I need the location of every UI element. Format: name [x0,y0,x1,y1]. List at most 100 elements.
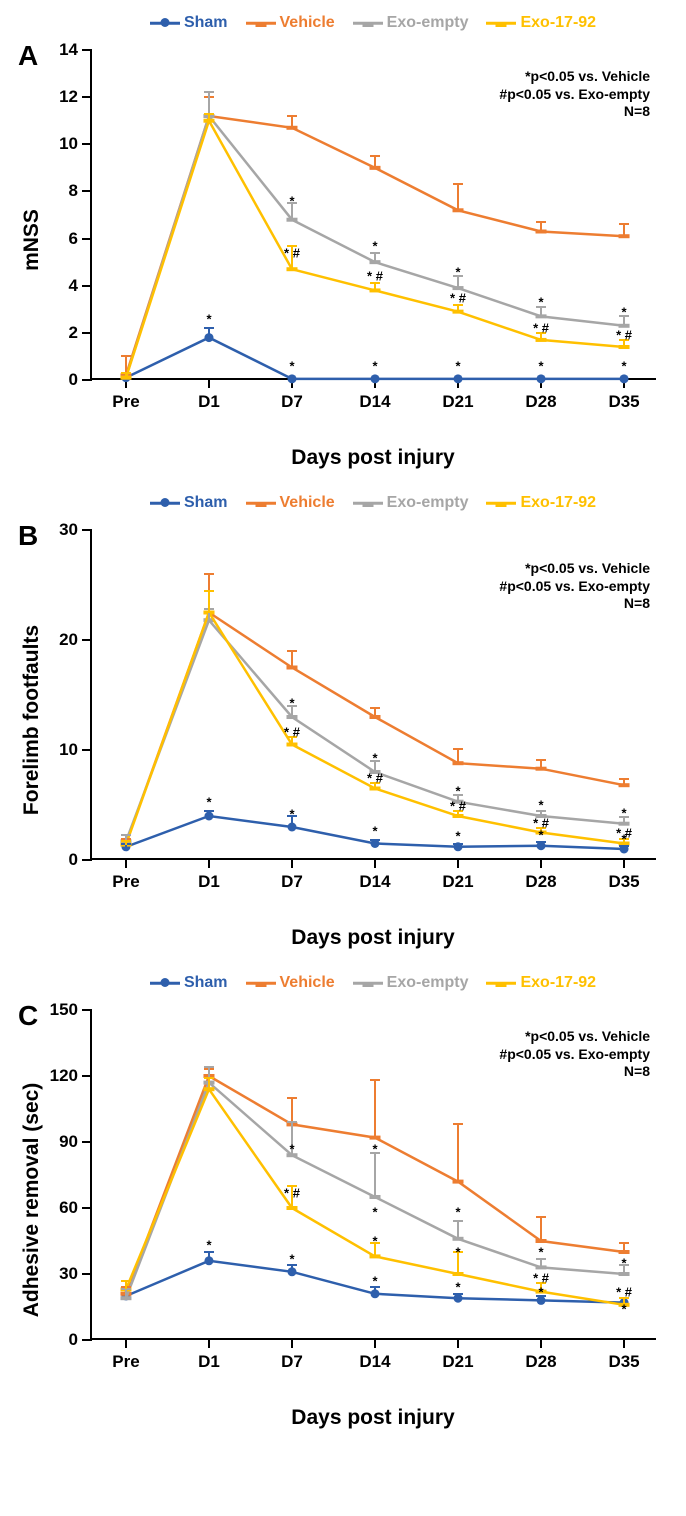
error-cap [204,590,214,592]
error-cap [370,1079,380,1081]
legend-item: Vehicle [246,494,335,512]
y-tick [82,49,92,51]
y-tick-label: 14 [59,40,78,60]
vehicle-legend-marker-icon [246,976,276,990]
error-cap [453,1220,463,1222]
x-tick-label: D21 [442,392,473,412]
error-cap [121,834,131,836]
y-tick-label: 6 [69,229,78,249]
x-tick-label: D14 [359,1352,390,1372]
y-tick [82,285,92,287]
significance-mark: * # [284,725,300,740]
error-bar [291,651,293,668]
legend-label: Vehicle [280,494,335,512]
empty-line [126,620,624,841]
y-tick [82,639,92,641]
significance-mark: * [622,832,627,847]
significance-mark: * [538,798,543,813]
significance-mark: * [206,1238,211,1253]
x-tick-label: D7 [281,392,303,412]
x-tick-label: D1 [198,872,220,892]
significance-mark: * [206,794,211,809]
significance-mark: * [455,783,460,798]
significance-mark: * [455,1280,460,1295]
x-tick-label: Pre [112,872,139,892]
chart-area: Forelimb footfaults0102030PreD1D7D14D21D… [10,520,676,920]
significance-mark: * # [284,245,300,260]
significance-mark: * [455,358,460,373]
legend-item: Vehicle [246,974,335,992]
significance-mark: * [289,1141,294,1156]
annotation-line: N=8 [499,103,650,121]
plot-region: 02468101214PreD1D7D14D21D28D35*** #*** #… [90,50,656,380]
plot-region: 0306090120150PreD1D7D14D21D28D35*** #***… [90,1010,656,1340]
error-bar [457,1221,459,1239]
empty-legend-marker-icon [353,976,383,990]
error-cap [287,115,297,117]
vehicle-legend-marker-icon [246,496,276,510]
error-cap [370,839,380,841]
significance-mark: * [372,1273,377,1288]
error-bar [125,1281,127,1290]
y-tick [82,1009,92,1011]
significance-mark: * [372,1205,377,1220]
legend-item: Exo-17-92 [486,494,596,512]
error-cap [121,1280,131,1282]
error-bar [291,116,293,128]
error-cap [370,155,380,157]
error-bar [374,1080,376,1137]
y-tick-label: 10 [59,134,78,154]
significance-mark: * [372,1234,377,1249]
stats-annotation: *p<0.05 vs. Vehicle#p<0.05 vs. Exo-empty… [499,68,650,121]
significance-mark: * [455,264,460,279]
legend-label: Vehicle [280,14,335,32]
error-cap [287,1097,297,1099]
annotation-line: *p<0.05 vs. Vehicle [499,68,650,86]
x-tick-label: D35 [608,872,639,892]
chart-legend: ShamVehicleExo-emptyExo-17-92 [10,970,676,1000]
error-bar [623,224,625,236]
significance-mark: * # [284,1185,300,1200]
y-tick [82,332,92,334]
sham-legend-marker-icon [150,496,180,510]
error-cap [287,650,297,652]
y-tick [82,379,92,381]
significance-mark: * [372,750,377,765]
sham-marker-icon [537,374,546,383]
x-tick-label: D28 [525,392,556,412]
y-axis-label: Adhesive removal (sec) [20,1083,44,1318]
error-cap [204,113,214,115]
error-cap [453,1123,463,1125]
significance-mark: * [538,358,543,373]
error-cap [619,1242,629,1244]
error-cap [204,327,214,329]
legend-label: Sham [184,14,228,32]
error-bar [540,1217,542,1241]
exo-legend-marker-icon [486,16,516,30]
chart-legend: ShamVehicleExo-emptyExo-17-92 [10,490,676,520]
error-cap [204,91,214,93]
vehicle-line [126,613,624,844]
y-tick-label: 0 [69,1330,78,1350]
x-tick-label: D7 [281,1352,303,1372]
x-axis-label: Days post injury [10,926,676,950]
chart-legend: ShamVehicleExo-emptyExo-17-92 [10,10,676,40]
error-cap [204,573,214,575]
legend-label: Exo-17-92 [520,974,596,992]
x-tick-label: D21 [442,1352,473,1372]
error-cap [204,1077,214,1079]
legend-item: Sham [150,14,228,32]
significance-mark: * # [533,321,549,336]
y-tick [82,96,92,98]
legend-label: Exo-17-92 [520,14,596,32]
x-tick-label: Pre [112,1352,139,1372]
legend-item: Exo-empty [353,494,469,512]
significance-mark: * [455,1205,460,1220]
y-tick [82,143,92,145]
significance-mark: * [289,193,294,208]
chart-area: mNSS02468101214PreD1D7D14D21D28D35*** #*… [10,40,676,440]
error-bar [374,1153,376,1197]
annotation-line: #p<0.05 vs. Exo-empty [499,1046,650,1064]
error-cap [204,1066,214,1068]
error-bar [374,283,376,290]
